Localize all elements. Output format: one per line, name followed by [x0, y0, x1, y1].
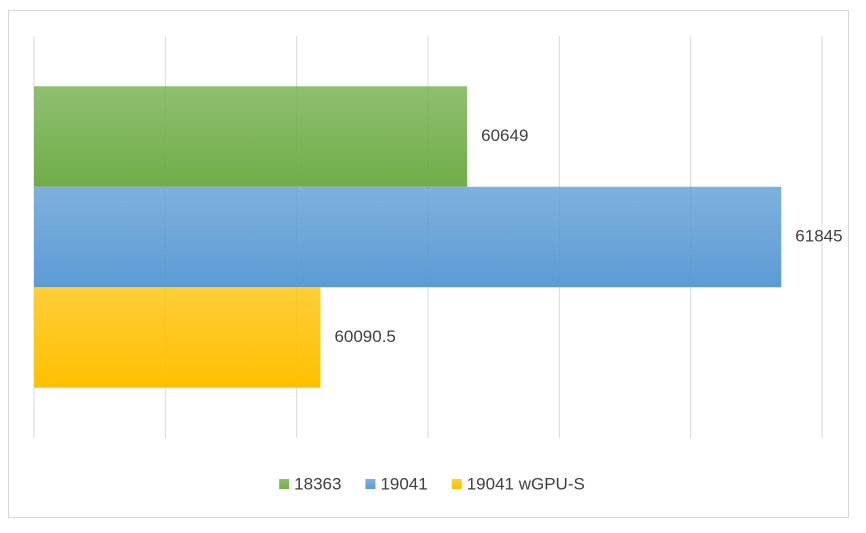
- bar: [34, 287, 321, 388]
- legend-swatch: [279, 479, 290, 489]
- legend-label: 18363: [294, 474, 341, 493]
- bar: [34, 186, 782, 288]
- data-label: 60090.5: [334, 327, 395, 346]
- legend-swatch: [451, 479, 462, 489]
- data-label: 61845: [795, 226, 842, 245]
- legend-label: 19041 wGPU-S: [467, 474, 585, 493]
- legend-swatch: [365, 479, 376, 489]
- bar: [34, 86, 468, 187]
- legend: 18363 19041 19041 wGPU-S: [279, 474, 585, 493]
- legend-label: 19041: [380, 474, 427, 493]
- data-label: 60649: [481, 126, 528, 145]
